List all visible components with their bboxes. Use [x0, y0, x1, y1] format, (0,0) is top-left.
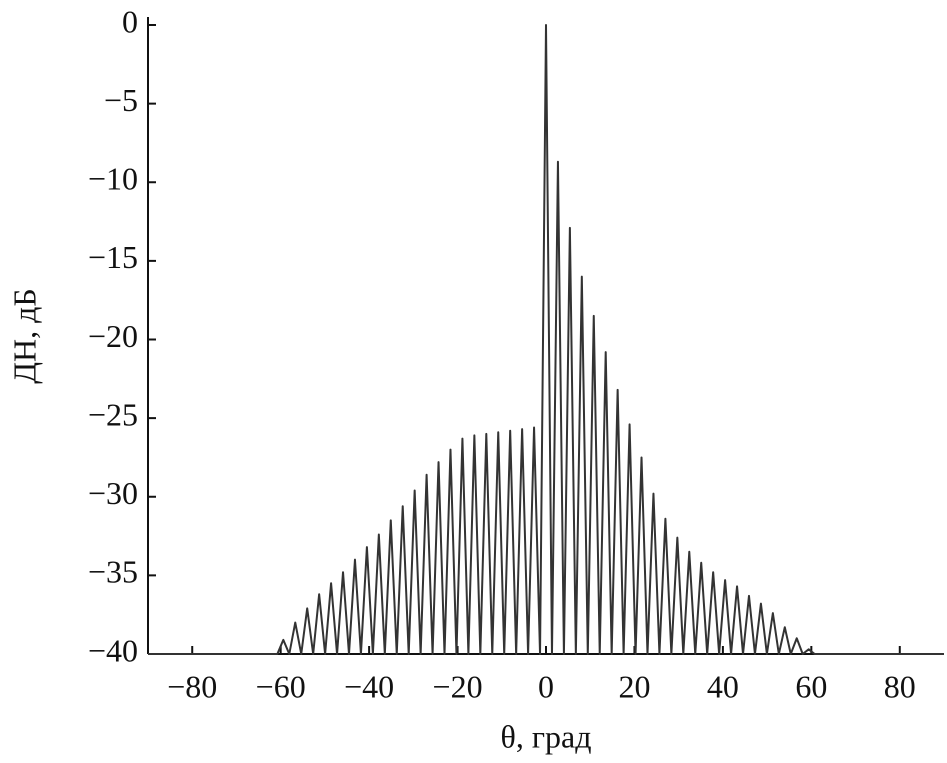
y-tick-label: −35	[88, 554, 138, 590]
x-tick-label: 60	[795, 668, 827, 704]
y-tick-label: −20	[88, 318, 138, 354]
x-tick-label: −20	[433, 668, 483, 704]
x-tick-label: −80	[167, 668, 217, 704]
y-tick-label: 0	[122, 3, 138, 39]
x-axis-label: θ, град	[501, 718, 592, 754]
y-tick-label: −5	[104, 82, 138, 118]
x-tick-label: 20	[618, 668, 650, 704]
y-tick-label: −40	[88, 632, 138, 668]
y-tick-label: −25	[88, 396, 138, 432]
y-tick-label: −10	[88, 161, 138, 197]
x-tick-label: −60	[256, 668, 306, 704]
y-axis-label: ДН, дБ	[6, 288, 42, 384]
x-tick-label: 80	[884, 668, 916, 704]
x-tick-label: 0	[538, 668, 554, 704]
y-tick-label: −30	[88, 475, 138, 511]
x-tick-label: −40	[344, 668, 394, 704]
x-tick-label: 40	[707, 668, 739, 704]
pattern-line	[148, 24, 944, 655]
y-tick-label: −15	[88, 239, 138, 275]
